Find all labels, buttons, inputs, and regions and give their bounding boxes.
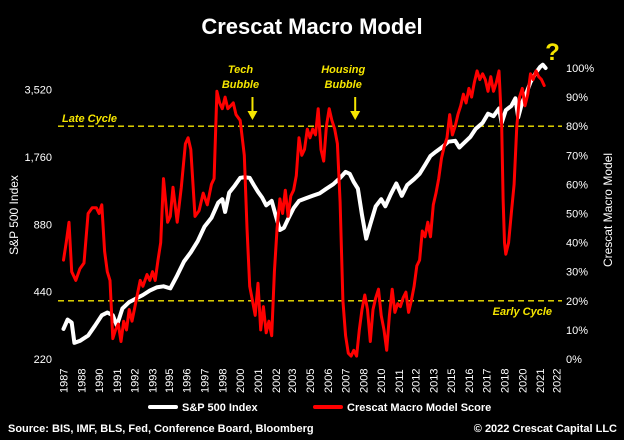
x-tick-label: 1990: [94, 369, 106, 393]
left-tick-label: 1,760: [24, 152, 52, 164]
x-tick-label: 2011: [394, 369, 406, 393]
x-tick-label: 2015: [446, 369, 458, 393]
right-tick-label: 80%: [566, 121, 588, 133]
right-axis-ticks: 0% 10% 20% 30% 40% 50% 60% 70% 80% 90% 100%: [566, 63, 594, 366]
left-axis-label: S&P 500 Index: [7, 175, 21, 255]
x-tick-label: 2020: [517, 369, 529, 393]
right-tick-label: 0%: [566, 354, 582, 366]
left-tick-label: 3,520: [24, 85, 52, 97]
x-tick-label: 2005: [305, 369, 317, 393]
x-tick-label: 2017: [482, 369, 494, 393]
copyright-note: © 2022 Crescat Capital LLC: [474, 423, 617, 435]
x-tick-label: 2007: [341, 369, 353, 393]
annotation-arrow-head: [247, 111, 258, 120]
x-tick-label: 1995: [164, 369, 176, 393]
reference-label-0: Late Cycle: [62, 113, 117, 125]
x-tick-label: 2001: [253, 369, 265, 393]
left-tick-label: 440: [34, 287, 52, 299]
left-tick-label: 880: [34, 219, 52, 231]
series-line-sp500: [61, 62, 548, 345]
annotation-question-mark: ?: [545, 39, 560, 66]
annotation-label: Housing: [321, 64, 365, 76]
x-axis-ticks: 1987 1988 1990 1991 1992 1993 1995 1996 1997 1998…: [58, 369, 563, 393]
x-tick-label: 1997: [200, 369, 212, 393]
right-tick-label: 100%: [566, 63, 594, 75]
x-tick-label: 1988: [76, 369, 88, 393]
x-tick-label: 1993: [148, 369, 160, 393]
x-tick-label: 2018: [499, 369, 511, 393]
left-axis-ticks: 220 440 880 1,760 3,520: [24, 85, 52, 366]
x-tick-label: 2021: [535, 369, 547, 393]
annotation-label: Bubble: [222, 79, 259, 91]
x-tick-label: 2000: [235, 369, 247, 393]
x-tick-label: 2022: [552, 369, 564, 393]
x-tick-label: 2002: [271, 369, 283, 393]
legend: S&P 500 Index Crescat Macro Model Score: [148, 402, 491, 414]
right-tick-label: 70%: [566, 150, 588, 162]
x-tick-label: 2013: [428, 369, 440, 393]
x-tick-label: 1998: [217, 369, 229, 393]
x-tick-label: 1987: [58, 369, 70, 393]
annotation-label: Tech: [228, 64, 254, 76]
right-tick-label: 30%: [566, 267, 588, 279]
x-tick-label: 2016: [464, 369, 476, 393]
right-tick-label: 50%: [566, 209, 588, 221]
x-tick-label: 2008: [358, 369, 370, 393]
right-axis-label: Crescat Macro Model: [601, 153, 615, 267]
x-tick-label: 1991: [112, 369, 124, 393]
annotations: Tech Bubble Housing Bubble?: [222, 39, 560, 120]
x-tick-label: 2012: [410, 369, 422, 393]
legend-label-1: Crescat Macro Model Score: [347, 402, 491, 414]
right-tick-label: 20%: [566, 296, 588, 308]
source-note: Source: BIS, IMF, BLS, Fed, Conference B…: [8, 423, 314, 435]
x-tick-label: 2003: [287, 369, 299, 393]
right-tick-label: 60%: [566, 179, 588, 191]
annotation-arrow-head: [350, 111, 361, 120]
series-layer: [61, 62, 548, 358]
annotation-label: Bubble: [325, 79, 362, 91]
x-tick-label: 1996: [182, 369, 194, 393]
x-tick-label: 2010: [376, 369, 388, 393]
reference-label-1: Early Cycle: [493, 306, 552, 318]
right-tick-label: 40%: [566, 238, 588, 250]
series-line-macro-model: [62, 69, 546, 358]
right-tick-label: 90%: [566, 92, 588, 104]
left-tick-label: 220: [34, 354, 52, 366]
x-tick-label: 1992: [130, 369, 142, 393]
chart-title: Crescat Macro Model: [201, 14, 422, 39]
legend-label-0: S&P 500 Index: [182, 402, 258, 414]
x-tick-label: 2006: [323, 369, 335, 393]
right-tick-label: 10%: [566, 325, 588, 337]
